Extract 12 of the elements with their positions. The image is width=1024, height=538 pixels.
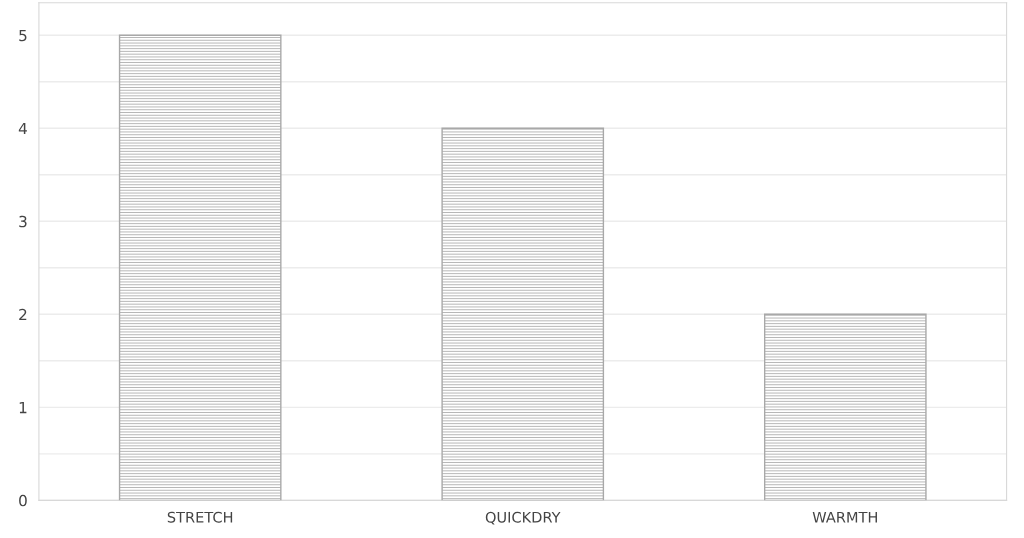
y-tick-label: 0 <box>19 494 27 507</box>
x-tick-label: STRETCH <box>167 511 233 523</box>
bar <box>763 313 927 501</box>
y-tick-label: 5 <box>19 29 27 42</box>
y-tick-label: 1 <box>19 401 27 414</box>
y-tick-label: 4 <box>18 122 27 135</box>
x-tick-label: QUICKDRY <box>485 511 561 525</box>
bar <box>441 127 605 501</box>
y-tick-label: 3 <box>19 215 27 228</box>
x-tick-label: WARMTH <box>812 511 877 523</box>
bar <box>118 34 282 501</box>
y-tick-label: 2 <box>19 308 27 321</box>
